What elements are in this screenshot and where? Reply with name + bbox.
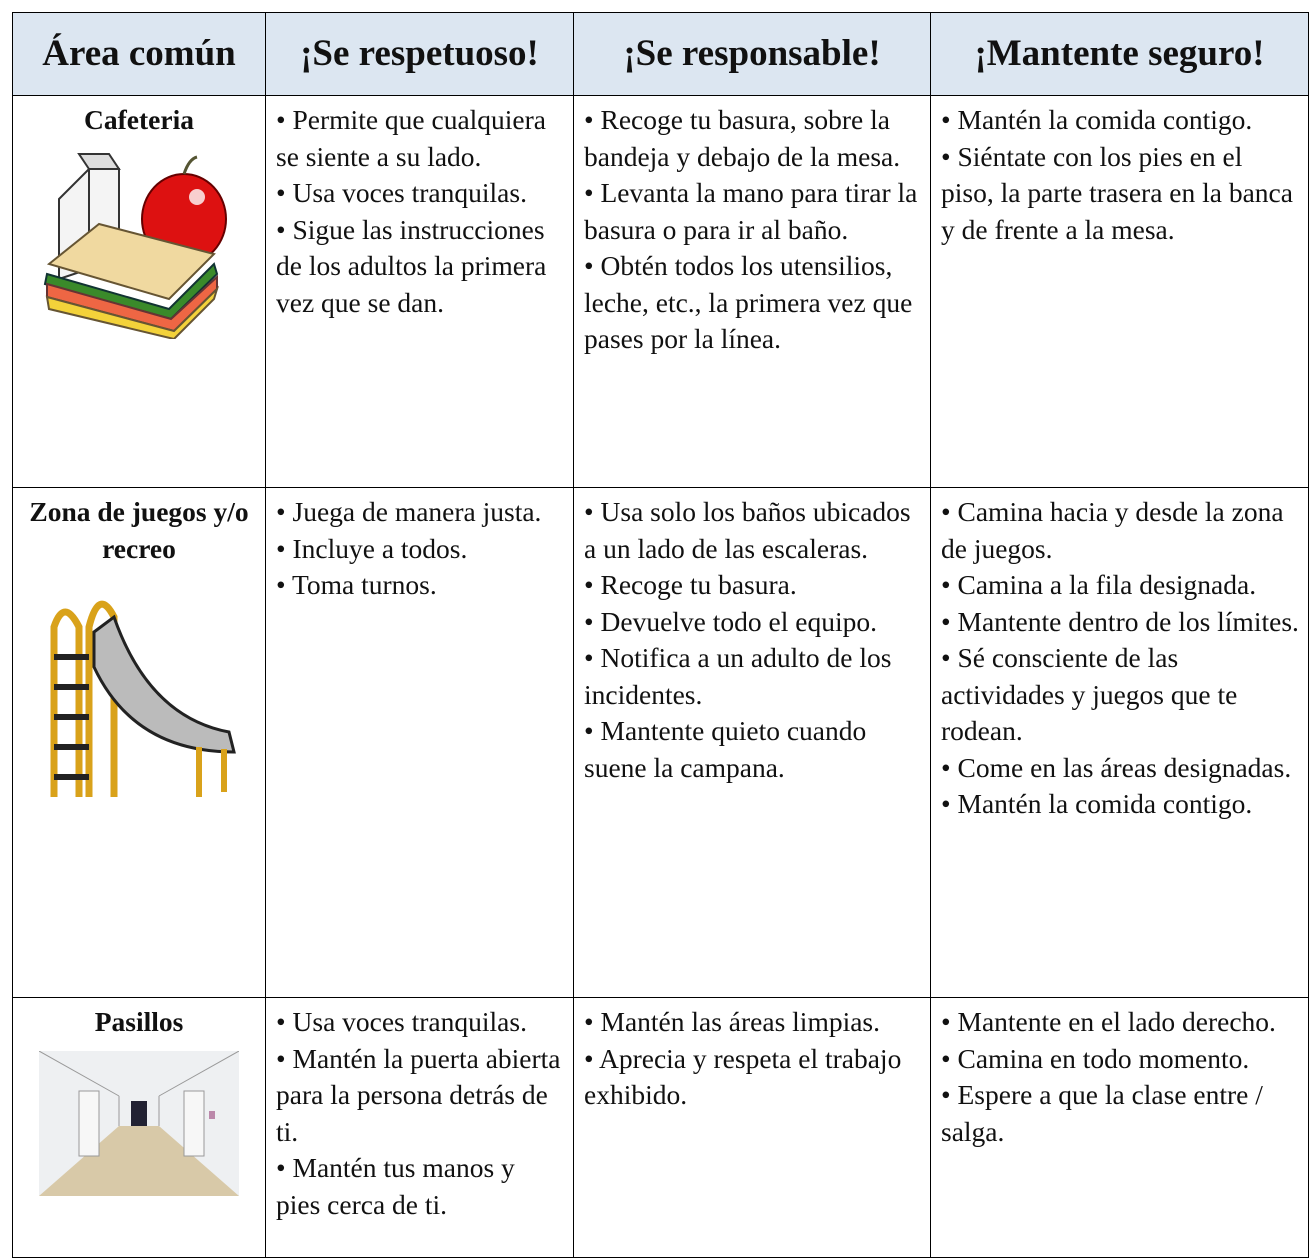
rule-item: • Recoge tu basura. <box>584 569 797 600</box>
area-name: Cafeteria <box>84 104 194 135</box>
rule-item: • Siéntate con los pies en el piso, la p… <box>941 140 1293 245</box>
rule-item: • Mantén la puerta abierta para la perso… <box>276 1042 561 1147</box>
rule-item: • Usa voces tranquilas. <box>276 177 527 208</box>
header-cell: ¡Se responsable! <box>573 12 931 96</box>
rule-item: • Espere a que la clase entre / salga. <box>941 1079 1263 1147</box>
table-row: Cafeteria • Permite que cualquiera se si… <box>12 95 1309 488</box>
rule-cell: • Mantén la comida contigo. • Siéntate co… <box>930 95 1309 488</box>
rule-cell: • Usa voces tranquilas. • Mantén la puert… <box>265 997 574 1258</box>
table-body: Cafeteria • Permite que cualquiera se si… <box>12 95 1309 1258</box>
rule-item: • Recoge tu basura, sobre la bandeja y d… <box>584 104 901 172</box>
rule-item: • Incluye a todos. <box>276 532 468 564</box>
rule-item: • Mantén la comida contigo. <box>941 104 1253 135</box>
header-cell: ¡Mantente seguro! <box>930 12 1309 96</box>
rule-item: • Mantén la comida contigo. <box>941 788 1253 819</box>
rule-cell: • Usa solo los baños ubicados a un lado … <box>573 487 931 998</box>
table-row: Pasillos • Usa voces tranquilas. • Mantén… <box>12 997 1309 1258</box>
rule-cell: • Camina hacia y desde la zona de juegos… <box>930 487 1309 998</box>
rule-cell: • Mantente en el lado derecho. • Camina e… <box>930 997 1309 1258</box>
rule-item: • Mantén las áreas limpias. <box>584 1006 881 1037</box>
area-name: Pasillos <box>94 1006 184 1037</box>
cafeteria-image <box>43 152 227 339</box>
rule-item: • Obtén todos los utensilios, leche, etc… <box>584 250 913 354</box>
rule-item: • Toma turnos. <box>276 569 437 600</box>
rule-item: • Mantente en el lado derecho. <box>941 1006 1276 1037</box>
rule-cell: • Mantén las áreas limpias. • Aprecia y r… <box>573 997 931 1258</box>
hallway-image <box>39 1050 239 1196</box>
slide-image <box>50 600 236 797</box>
rule-item: • Camina hacia y desde la zona de juegos… <box>941 496 1284 564</box>
rule-item: • Juega de manera justa. <box>276 496 542 527</box>
rule-item: • Camina a la fila designada. <box>941 569 1257 600</box>
area-cell: Zona de juegos y/o recreo <box>12 487 266 998</box>
rule-item: • Camina en todo momento. <box>941 1042 1250 1074</box>
header-row: Área común ¡Se respetuoso! ¡Se responsable… <box>12 12 1309 96</box>
area-cell: Cafeteria <box>12 95 266 488</box>
rule-item: • Mantén tus manos y pies cerca de ti. <box>276 1152 515 1220</box>
rule-item: • Sé consciente de las actividades y jue… <box>941 642 1238 746</box>
rule-item: • Come en las áreas designadas. <box>941 751 1292 783</box>
rule-cell: • Recoge tu basura, sobre la bandeja y d… <box>573 95 931 488</box>
rule-cell: • Permite que cualquiera se siente a su … <box>265 95 574 488</box>
rules-table: Área común ¡Se respetuoso! ¡Se responsable… <box>12 12 1309 1258</box>
rule-item: • Sigue las instrucciones de los adultos… <box>276 213 547 318</box>
rule-item: • Levanta la mano para tirar la basura o… <box>584 177 918 245</box>
rule-item: • Devuelve todo el equipo. <box>584 605 877 637</box>
rule-cell: • Juega de manera justa. • Incluye a todo… <box>265 487 574 998</box>
rule-item: • Aprecia y respeta el trabajo exhibido. <box>584 1042 902 1111</box>
rule-item: • Mantente dentro de los límites. <box>941 605 1299 637</box>
header-cell: ¡Se respetuoso! <box>265 12 574 96</box>
rule-item: • Mantente quieto cuando suene la campan… <box>584 715 867 783</box>
rule-item: • Notifica a un adulto de los incidentes… <box>584 642 892 710</box>
area-name: Zona de juegos y/o recreo <box>29 496 249 564</box>
rule-item: • Permite que cualquiera se siente a su … <box>276 104 547 172</box>
rule-item: • Usa solo los baños ubicados a un lado … <box>584 496 911 564</box>
header-cell: Área común <box>12 12 266 96</box>
area-cell: Pasillos <box>12 997 266 1258</box>
rule-item: • Usa voces tranquilas. <box>276 1006 527 1037</box>
table-row: Zona de juegos y/o recreo • Juega de man… <box>12 487 1309 998</box>
